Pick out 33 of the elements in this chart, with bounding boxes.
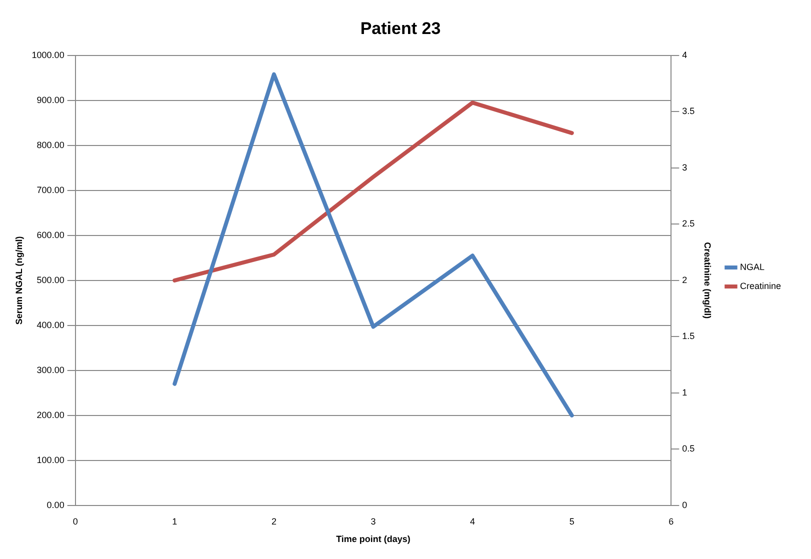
y-tick-label: 0.00 <box>46 500 64 510</box>
x-tick-label: 3 <box>370 516 376 526</box>
y2-tick-label: 1 <box>682 387 688 398</box>
y2-tick-label: 2.5 <box>682 218 695 229</box>
y2-tick-label: 2 <box>682 274 688 285</box>
y-tick-label: 700.00 <box>36 184 64 195</box>
x-tick-label: 5 <box>569 516 574 526</box>
y2-axis-title: Creatinine (mg/dl) <box>702 242 713 319</box>
y-axis-title: Serum NGAL (ng/ml) <box>14 236 24 325</box>
y-tick-label: 200.00 <box>36 410 64 420</box>
x-axis-title: Time point (days) <box>336 534 410 544</box>
y-tick-label: 1000.00 <box>32 50 64 60</box>
y-tick-label: 100.00 <box>36 454 64 465</box>
y2-tick-label: 4 <box>682 50 688 60</box>
y2-tick-label: 0.5 <box>682 444 695 454</box>
legend-label: NGAL <box>740 262 764 272</box>
x-tick-label: 4 <box>470 516 476 526</box>
y-tick-label: 400.00 <box>36 320 64 330</box>
y-tick-label: 500.00 <box>36 274 64 285</box>
y-tick-label: 900.00 <box>36 94 64 105</box>
y-tick-label: 600.00 <box>36 230 64 240</box>
x-tick-label: 2 <box>271 516 276 526</box>
x-tick-label: 6 <box>668 516 674 526</box>
legend-label: Creatinine <box>740 280 782 291</box>
y-tick-label: 300.00 <box>36 364 64 375</box>
chart-title: Patient 23 <box>360 18 441 38</box>
y2-tick-label: 3 <box>682 162 688 172</box>
y2-tick-label: 1.5 <box>682 331 695 342</box>
y2-tick-label: 3.5 <box>682 106 695 116</box>
x-tick-label: 0 <box>72 516 78 526</box>
y2-tick-label: 0 <box>682 500 688 510</box>
x-tick-label: 1 <box>172 516 178 526</box>
y-tick-label: 800.00 <box>36 140 64 150</box>
